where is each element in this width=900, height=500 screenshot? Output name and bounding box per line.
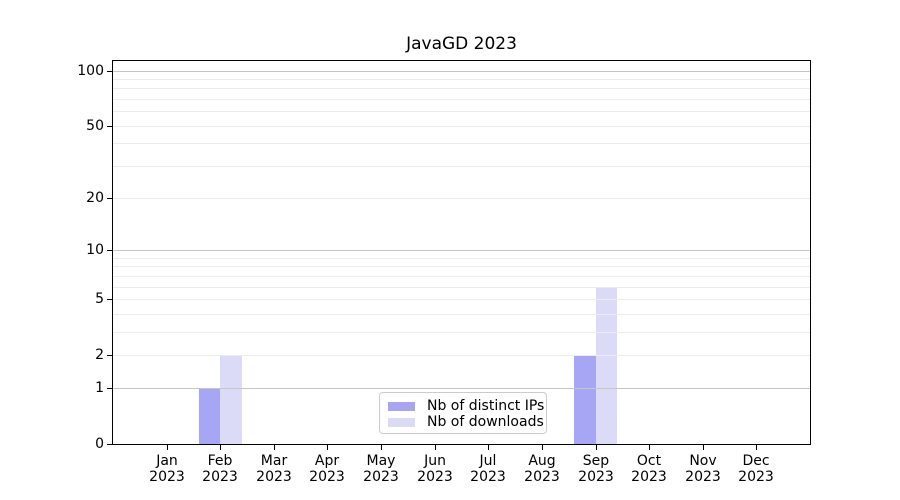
x-tick-label-mar: Mar 2023 bbox=[242, 453, 306, 485]
x-tick-year: 2023 bbox=[631, 469, 667, 485]
x-tick-month: Oct bbox=[636, 453, 662, 469]
x-tick-mark bbox=[274, 445, 275, 450]
x-tick-year: 2023 bbox=[578, 469, 614, 485]
x-tick-mark bbox=[488, 445, 489, 450]
x-tick-mark bbox=[220, 445, 221, 450]
x-tick-month: May bbox=[366, 453, 396, 469]
minor-gridline bbox=[113, 355, 810, 356]
chart-title: JavaGD 2023 bbox=[406, 34, 517, 54]
x-tick-year: 2023 bbox=[202, 469, 238, 485]
x-tick-label-jul: Jul 2023 bbox=[456, 453, 520, 485]
minor-gridline bbox=[113, 276, 810, 277]
x-tick-label-nov: Nov 2023 bbox=[671, 453, 735, 485]
bar-sep-downloads bbox=[595, 286, 617, 444]
minor-gridline bbox=[113, 126, 810, 127]
minor-gridline bbox=[113, 299, 810, 300]
x-tick-label-jun: Jun 2023 bbox=[403, 453, 467, 485]
y-tick-mark bbox=[107, 198, 113, 199]
minor-gridline bbox=[113, 258, 810, 259]
x-tick-month: Feb bbox=[207, 453, 233, 469]
y-tick-mark bbox=[107, 444, 113, 445]
y-tick-mark bbox=[107, 355, 113, 356]
minor-gridline bbox=[113, 88, 810, 89]
minor-gridline bbox=[113, 111, 810, 112]
x-tick-month: Jun bbox=[424, 453, 446, 469]
x-tick-month: Jul bbox=[479, 453, 497, 469]
x-tick-mark bbox=[756, 445, 757, 450]
y-tick-label: 100 bbox=[77, 63, 104, 79]
x-tick-label-sep: Sep 2023 bbox=[564, 453, 628, 485]
x-tick-label-feb: Feb 2023 bbox=[188, 453, 252, 485]
x-tick-year: 2023 bbox=[470, 469, 506, 485]
x-tick-year: 2023 bbox=[363, 469, 399, 485]
legend-item-downloads: Nb of downloads bbox=[388, 414, 544, 430]
y-tick-label: 2 bbox=[95, 347, 104, 363]
x-tick-label-jan: Jan 2023 bbox=[135, 453, 199, 485]
minor-gridline bbox=[113, 99, 810, 100]
bar-feb-downloads bbox=[220, 355, 242, 444]
y-tick-label: 10 bbox=[86, 242, 104, 258]
x-tick-label-apr: Apr 2023 bbox=[295, 453, 359, 485]
x-tick-label-aug: Aug 2023 bbox=[510, 453, 574, 485]
x-tick-mark bbox=[649, 445, 650, 450]
y-tick-mark bbox=[107, 388, 113, 389]
x-tick-month: Jan bbox=[156, 453, 178, 469]
y-tick-label: 50 bbox=[86, 118, 104, 134]
minor-gridline bbox=[113, 314, 810, 315]
bar-sep-distinct-ips bbox=[574, 355, 596, 444]
major-gridline bbox=[113, 250, 810, 251]
x-tick-mark bbox=[703, 445, 704, 450]
x-tick-month: Nov bbox=[689, 453, 717, 469]
x-tick-month: Dec bbox=[742, 453, 770, 469]
x-tick-year: 2023 bbox=[417, 469, 453, 485]
minor-gridline bbox=[113, 266, 810, 267]
x-tick-year: 2023 bbox=[738, 469, 774, 485]
x-tick-mark bbox=[542, 445, 543, 450]
x-tick-mark bbox=[167, 445, 168, 450]
legend-label-downloads: Nb of downloads bbox=[427, 414, 544, 430]
y-tick-label: 0 bbox=[95, 436, 104, 452]
y-tick-mark bbox=[107, 299, 113, 300]
x-tick-year: 2023 bbox=[256, 469, 292, 485]
x-tick-mark bbox=[381, 445, 382, 450]
major-gridline bbox=[113, 388, 810, 389]
x-tick-year: 2023 bbox=[309, 469, 345, 485]
legend: Nb of distinct IPs Nb of downloads bbox=[379, 392, 547, 434]
minor-gridline bbox=[113, 79, 810, 80]
x-tick-mark bbox=[596, 445, 597, 450]
x-tick-mark bbox=[435, 445, 436, 450]
x-tick-year: 2023 bbox=[149, 469, 185, 485]
legend-label-distinct-ips: Nb of distinct IPs bbox=[427, 398, 545, 414]
x-tick-label-dec: Dec 2023 bbox=[724, 453, 788, 485]
y-tick-label: 5 bbox=[95, 291, 104, 307]
major-gridline bbox=[113, 71, 810, 72]
x-tick-year: 2023 bbox=[524, 469, 560, 485]
y-tick-mark bbox=[107, 71, 113, 72]
legend-swatch-downloads bbox=[388, 417, 415, 427]
x-tick-month: Mar bbox=[260, 453, 288, 469]
x-tick-month: Aug bbox=[528, 453, 556, 469]
x-tick-year: 2023 bbox=[685, 469, 721, 485]
x-tick-mark bbox=[327, 445, 328, 450]
legend-swatch-distinct-ips bbox=[388, 401, 415, 411]
minor-gridline bbox=[113, 166, 810, 167]
bar-feb-distinct-ips bbox=[198, 387, 221, 444]
minor-gridline bbox=[113, 198, 810, 199]
x-tick-month: Sep bbox=[582, 453, 610, 469]
legend-item-distinct-ips: Nb of distinct IPs bbox=[388, 398, 544, 414]
x-tick-label-oct: Oct 2023 bbox=[617, 453, 681, 485]
y-tick-mark bbox=[107, 126, 113, 127]
minor-gridline bbox=[113, 287, 810, 288]
x-tick-month: Apr bbox=[314, 453, 340, 469]
x-tick-label-may: May 2023 bbox=[349, 453, 413, 485]
minor-gridline bbox=[113, 143, 810, 144]
y-tick-mark bbox=[107, 250, 113, 251]
y-tick-label: 20 bbox=[86, 190, 104, 206]
y-tick-label: 1 bbox=[95, 380, 104, 396]
minor-gridline bbox=[113, 332, 810, 333]
